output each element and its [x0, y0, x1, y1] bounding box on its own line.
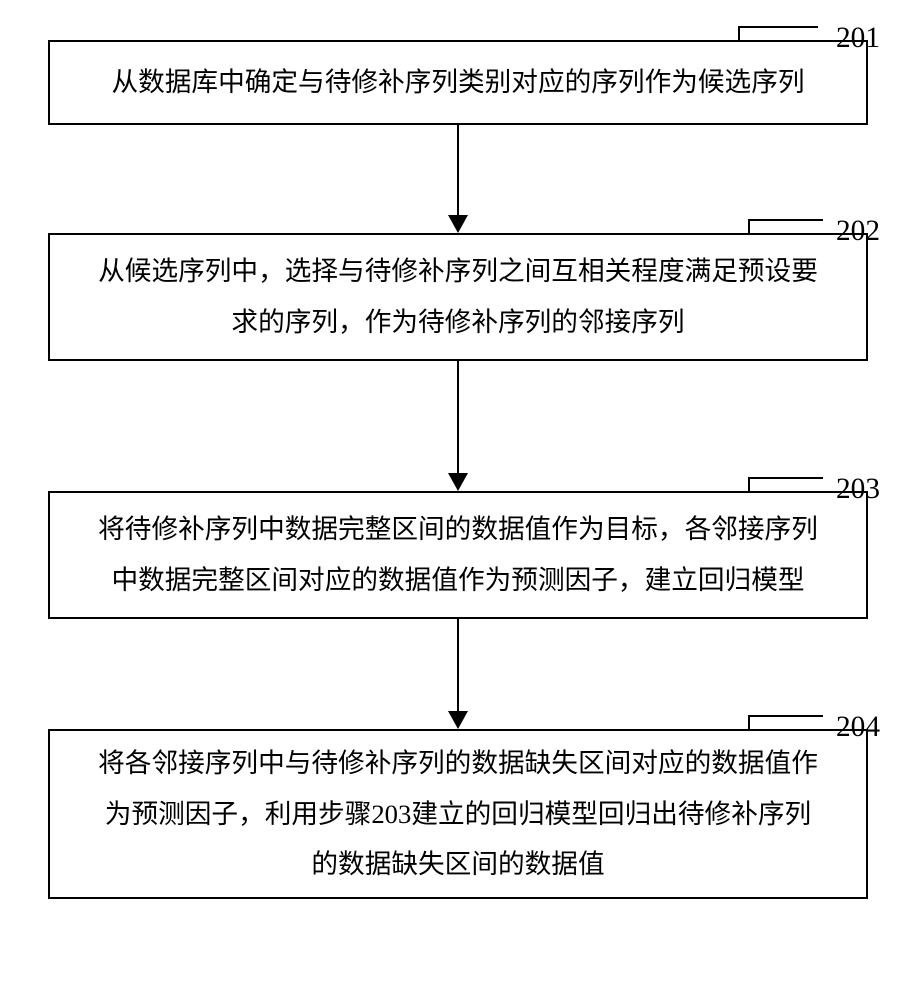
leader-line-end: [748, 219, 750, 233]
flow-connector: [48, 619, 868, 729]
flow-connector: [48, 361, 868, 491]
flow-step-text: 中数据完整区间对应的数据值作为预测因子，建立回归模型: [74, 555, 842, 606]
flow-step-text: 将各邻接序列中与待修补序列的数据缺失区间对应的数据值作: [74, 738, 842, 789]
leader-line-end: [748, 477, 750, 491]
flow-step-label: 202: [836, 215, 880, 248]
arrow-down-icon: [448, 711, 468, 729]
flowchart-container: 从数据库中确定与待修补序列类别对应的序列作为候选序列201 从候选序列中，选择与待…: [48, 40, 868, 899]
flow-step-text: 为预测因子，利用步骤203建立的回归模型回归出待修补序列: [74, 789, 842, 840]
leader-line-end: [748, 715, 750, 729]
flow-step-box: 从候选序列中，选择与待修补序列之间互相关程度满足预设要求的序列，作为待修补序列的…: [48, 233, 868, 361]
arrow-down-icon: [448, 215, 468, 233]
flow-step-201: 从数据库中确定与待修补序列类别对应的序列作为候选序列201: [48, 40, 868, 125]
flow-step-label: 201: [836, 22, 880, 55]
leader-line: [748, 715, 823, 717]
flow-step-box: 从数据库中确定与待修补序列类别对应的序列作为候选序列: [48, 40, 868, 125]
connector-line: [457, 619, 459, 713]
flow-step-text: 从数据库中确定与待修补序列类别对应的序列作为候选序列: [74, 57, 842, 108]
flow-step-204: 将各邻接序列中与待修补序列的数据缺失区间对应的数据值作为预测因子，利用步骤203…: [48, 729, 868, 899]
flow-step-203: 将待修补序列中数据完整区间的数据值作为目标，各邻接序列中数据完整区间对应的数据值…: [48, 491, 868, 619]
leader-line-end: [738, 26, 740, 40]
flow-step-label: 203: [836, 473, 880, 506]
leader-line: [748, 219, 823, 221]
flow-step-text: 从候选序列中，选择与待修补序列之间互相关程度满足预设要: [74, 246, 842, 297]
leader-line: [748, 477, 823, 479]
connector-line: [457, 361, 459, 475]
leader-line: [738, 26, 818, 28]
flow-step-box: 将各邻接序列中与待修补序列的数据缺失区间对应的数据值作为预测因子，利用步骤203…: [48, 729, 868, 899]
flow-step-label: 204: [836, 711, 880, 744]
flow-step-202: 从候选序列中，选择与待修补序列之间互相关程度满足预设要求的序列，作为待修补序列的…: [48, 233, 868, 361]
flow-step-text: 求的序列，作为待修补序列的邻接序列: [74, 297, 842, 348]
flow-connector: [48, 125, 868, 233]
flow-step-text: 将待修补序列中数据完整区间的数据值作为目标，各邻接序列: [74, 504, 842, 555]
arrow-down-icon: [448, 473, 468, 491]
flow-step-text: 的数据缺失区间的数据值: [74, 839, 842, 890]
connector-line: [457, 125, 459, 217]
flow-step-box: 将待修补序列中数据完整区间的数据值作为目标，各邻接序列中数据完整区间对应的数据值…: [48, 491, 868, 619]
